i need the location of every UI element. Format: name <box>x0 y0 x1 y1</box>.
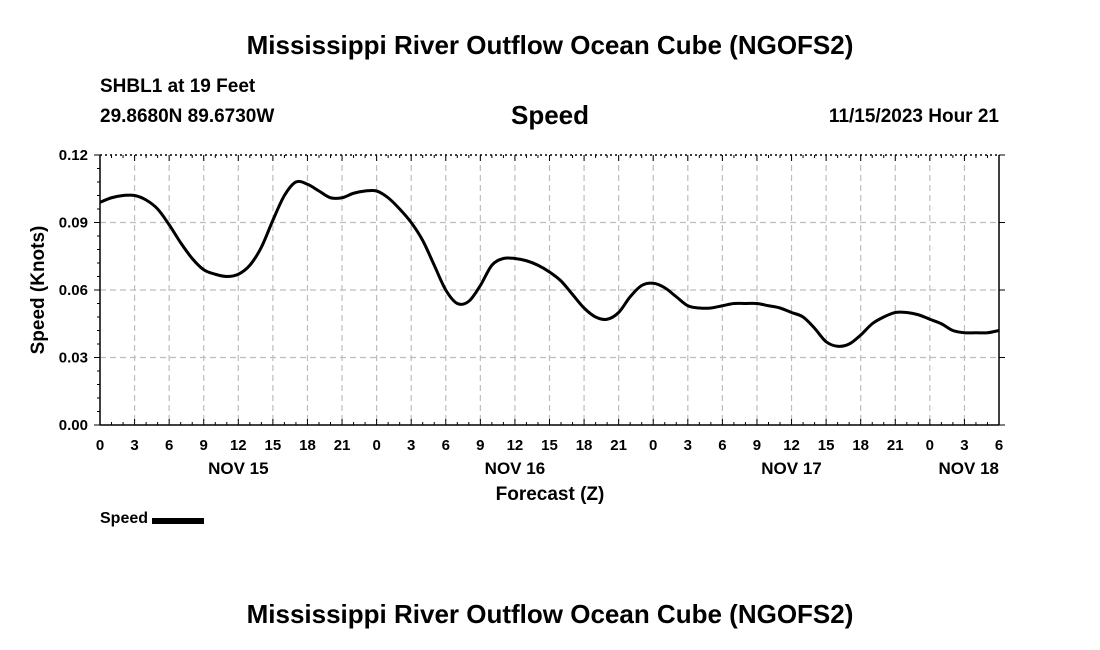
x-date-label: NOV 17 <box>761 459 821 478</box>
y-tick-label: 0.09 <box>59 215 88 232</box>
x-date-label: NOV 18 <box>939 459 999 478</box>
legend: Speed <box>100 510 205 528</box>
x-tick-label: 18 <box>576 437 593 454</box>
forecast-datetime: 11/15/2023 Hour 21 <box>828 106 999 127</box>
grid <box>100 155 999 425</box>
y-tick-label: 0.06 <box>59 282 88 299</box>
x-tick-label: 3 <box>130 437 138 454</box>
x-tick-label: 3 <box>407 437 415 454</box>
chart-main-title-repeat: Mississippi River Outflow Ocean Cube (NG… <box>246 599 854 629</box>
legend-label: Speed <box>100 510 149 527</box>
chart-main-title: Mississippi River Outflow Ocean Cube (NG… <box>246 30 854 60</box>
speed-series-line <box>99 179 1000 348</box>
x-tick-label: 12 <box>783 437 800 454</box>
x-tick-label: 0 <box>96 437 104 454</box>
y-axis-label: Speed (Knots) <box>28 226 49 355</box>
x-axis-label: Forecast (Z) <box>496 484 605 505</box>
x-tick-label: 9 <box>200 437 208 454</box>
x-tick-label: 9 <box>753 437 761 454</box>
x-tick-label: 9 <box>476 437 484 454</box>
x-tick-label: 0 <box>649 437 657 454</box>
x-tick-label: 21 <box>334 437 351 454</box>
x-date-label: NOV 15 <box>208 459 268 478</box>
y-tick-label: 0.12 <box>59 147 88 164</box>
x-tick-label: 0 <box>372 437 380 454</box>
x-tick-label: 18 <box>299 437 316 454</box>
x-tick-label: 6 <box>442 437 450 454</box>
x-tick-label: 18 <box>852 437 869 454</box>
x-tick-label: 6 <box>995 437 1003 454</box>
x-tick-label: 3 <box>684 437 692 454</box>
axes: 0 3 6 9 12 15 18 21 0 3 6 9 12 15 18 21 0 3 6 9 12 15 18 21 0 3 6 0… <box>59 147 1005 478</box>
x-tick-label: 0 <box>926 437 934 454</box>
x-tick-label: 15 <box>818 437 835 454</box>
x-tick-label: 21 <box>610 437 627 454</box>
station-label: SHBL1 at 19 Feet <box>100 76 256 97</box>
x-tick-label: 3 <box>960 437 968 454</box>
series-layer <box>99 179 1000 348</box>
y-tick-label: 0.03 <box>59 350 88 367</box>
legend-line-swatch <box>152 517 205 524</box>
y-tick-label: 0.00 <box>59 417 88 434</box>
x-tick-label: 15 <box>541 437 558 454</box>
x-tick-label: 12 <box>230 437 247 454</box>
station-coordinates: 29.8680N 89.6730W <box>100 106 275 127</box>
x-tick-label: 6 <box>718 437 726 454</box>
x-tick-label: 21 <box>887 437 904 454</box>
variable-title: Speed <box>510 100 590 130</box>
x-tick-label: 6 <box>165 437 173 454</box>
x-date-label: NOV 16 <box>485 459 545 478</box>
x-tick-label: 15 <box>265 437 282 454</box>
x-tick-label: 12 <box>507 437 524 454</box>
